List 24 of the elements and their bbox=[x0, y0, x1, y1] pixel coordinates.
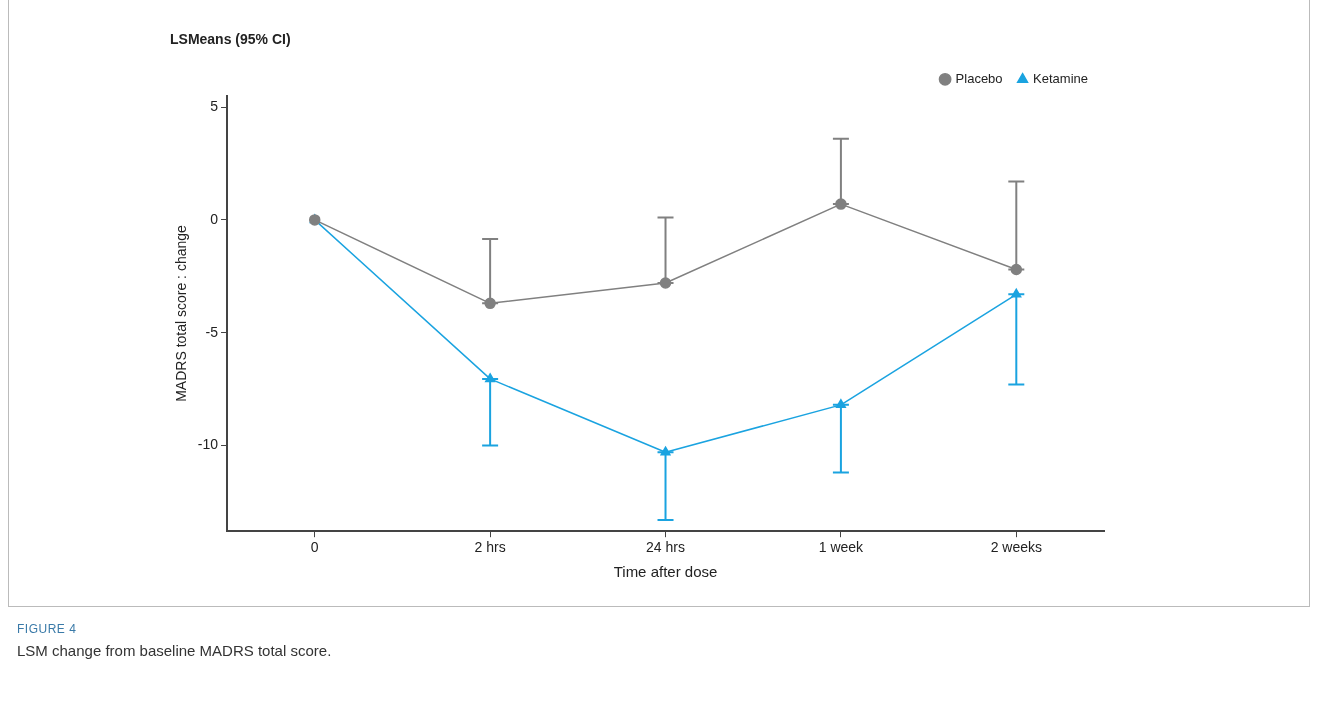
y-tick-label: -10 bbox=[197, 436, 219, 453]
point bbox=[484, 297, 496, 310]
y-tick-label: 5 bbox=[210, 97, 219, 114]
text: LSM change from baseline MADRS total score. bbox=[17, 642, 332, 659]
point bbox=[1010, 263, 1023, 276]
point bbox=[485, 373, 496, 383]
chart-title: LSMeans (95% CI) bbox=[170, 31, 291, 48]
point bbox=[659, 277, 672, 289]
x-tick-label: 24 hrs bbox=[646, 539, 685, 556]
point bbox=[1011, 288, 1022, 298]
point bbox=[835, 198, 847, 210]
x-tick-label: 0 bbox=[310, 539, 319, 556]
y-tick-label: -5 bbox=[205, 323, 219, 340]
x-tick-label: 2 weeks bbox=[990, 539, 1042, 556]
legend-label: Ketamine bbox=[1033, 70, 1088, 86]
x-tick-label: 2 hrs bbox=[474, 539, 506, 556]
x-axis-title: Time after dose bbox=[613, 563, 718, 581]
x-tick-label: 1 week bbox=[818, 539, 865, 556]
caption: FIGURE 4 bbox=[17, 622, 77, 636]
y-axis-title: MADRS total score : change bbox=[173, 224, 190, 402]
point bbox=[660, 446, 671, 456]
legend-label: Placebo bbox=[955, 70, 1003, 86]
point bbox=[835, 399, 846, 409]
y-tick-label: 0 bbox=[210, 210, 219, 227]
